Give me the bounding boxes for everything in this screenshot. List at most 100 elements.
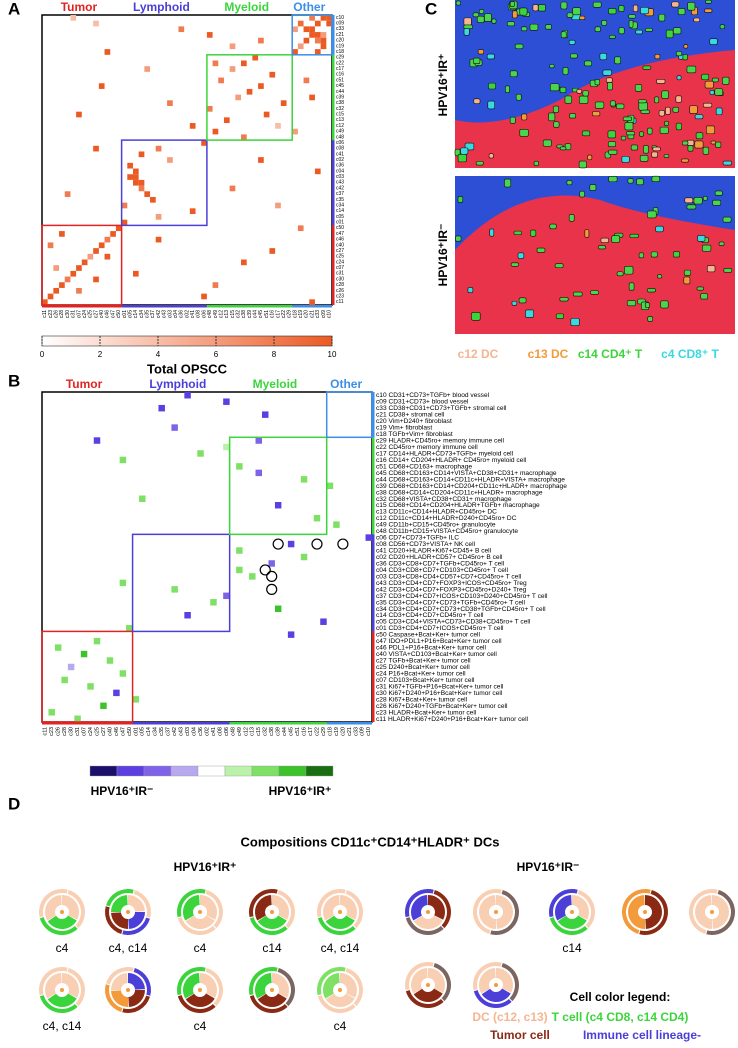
column-label: c17 bbox=[275, 310, 281, 318]
matrix-cell bbox=[297, 20, 304, 27]
donut-caption: c4 bbox=[56, 941, 69, 955]
cell-spot bbox=[651, 151, 658, 158]
matrix-cell bbox=[314, 32, 321, 38]
row-label: c51 bbox=[336, 78, 344, 84]
row-label: c24 bbox=[336, 260, 344, 266]
group-strip bbox=[132, 722, 230, 725]
column-label: c32 bbox=[263, 727, 269, 736]
cell-spot bbox=[594, 26, 601, 32]
cell-spot bbox=[639, 155, 649, 162]
cluster-label: CD20+HLADR+Ki67+CD45+ B cell bbox=[388, 547, 491, 554]
cluster-code: c48 bbox=[376, 528, 387, 535]
matrix-cell bbox=[241, 259, 247, 266]
donut-inner bbox=[182, 895, 200, 921]
donut-outer bbox=[501, 963, 520, 1002]
matrix-cell bbox=[87, 683, 94, 690]
cell-spot bbox=[697, 235, 706, 242]
cluster-label: IDO+PDL1+P16+Bcat+Ker+ tumor cell bbox=[388, 638, 502, 645]
column-label: c14 bbox=[146, 727, 152, 736]
cell-spot bbox=[673, 27, 682, 35]
cell-spot bbox=[625, 131, 636, 136]
group-strip bbox=[292, 305, 332, 308]
cluster-code: c32 bbox=[336, 106, 344, 112]
matrix-cell bbox=[197, 450, 204, 457]
cluster-code: c13 bbox=[376, 508, 387, 515]
matrix-cell bbox=[126, 624, 133, 632]
cell-spot bbox=[478, 9, 485, 14]
cluster-code: c28 bbox=[336, 282, 344, 288]
row-label: c11 HLADR+Ki67+D240+P16+Bcat+Ker+ tumor … bbox=[376, 716, 529, 723]
cell-spot bbox=[636, 178, 644, 186]
cluster-code: c26 bbox=[336, 288, 344, 294]
cell-spot bbox=[521, 26, 528, 32]
matrix-cell bbox=[320, 618, 327, 625]
donut-inner bbox=[128, 895, 145, 912]
matrix-cell bbox=[47, 242, 54, 249]
donut-inner bbox=[645, 895, 662, 929]
cell-spot bbox=[706, 265, 716, 273]
matrix-cell bbox=[287, 540, 295, 548]
matrix-cell bbox=[53, 265, 60, 271]
donut-inner bbox=[185, 993, 215, 1007]
cell-spot bbox=[510, 262, 519, 267]
cluster-code: c04 bbox=[336, 169, 344, 175]
matrix-cell bbox=[64, 276, 71, 283]
cell-spot bbox=[683, 276, 691, 285]
donut-inner bbox=[323, 973, 340, 999]
cell-spot bbox=[530, 229, 537, 237]
cell-spot bbox=[514, 43, 524, 49]
matrix-cell bbox=[300, 476, 308, 483]
matrix-cell bbox=[292, 49, 298, 55]
row-label: c48 bbox=[336, 135, 344, 141]
cluster-code: c38 bbox=[336, 100, 344, 106]
column-label: c40 bbox=[99, 310, 105, 318]
cell-spot bbox=[554, 263, 564, 268]
cluster-code: c25 bbox=[376, 664, 387, 671]
matrix-cell bbox=[155, 236, 162, 243]
group-strip bbox=[372, 534, 375, 632]
cell-spot bbox=[570, 318, 580, 326]
matrix-cell bbox=[119, 670, 127, 677]
row-label: c43 CD3+CD4+CD7+FOXP3+ICOS+CD45ro+ Treg bbox=[376, 580, 527, 587]
cell-spot bbox=[634, 84, 643, 92]
cell-spot bbox=[703, 102, 713, 108]
colorbar bbox=[41, 335, 333, 347]
cell-spot bbox=[562, 67, 569, 75]
cell-spot bbox=[723, 268, 733, 273]
donut-caption: c4, c14 bbox=[109, 941, 148, 955]
donut-outer bbox=[104, 906, 123, 934]
column-label: c51 bbox=[264, 310, 270, 318]
donut-outer bbox=[622, 889, 651, 934]
cell-spot bbox=[654, 96, 660, 104]
cell-spot bbox=[681, 158, 689, 163]
column-label: c10 bbox=[366, 727, 372, 736]
donut-outer bbox=[104, 984, 123, 1012]
donut-outer bbox=[177, 967, 206, 996]
column-label: c46 bbox=[114, 727, 120, 736]
legend-swatch bbox=[251, 765, 280, 777]
cluster-label: CD68+CD163+CD14+CD11c+HLADR+VISTA+ macro… bbox=[388, 476, 565, 483]
donut-center bbox=[338, 988, 342, 992]
matrix-cell bbox=[93, 248, 99, 254]
matrix-cell bbox=[292, 128, 298, 135]
group-title: Myeloid bbox=[253, 377, 298, 391]
highlight-circle bbox=[259, 564, 271, 576]
column-label: c49 bbox=[237, 727, 243, 736]
column-label: c31 bbox=[75, 727, 81, 736]
cluster-code: c47 bbox=[336, 231, 344, 237]
cell-spot bbox=[616, 271, 624, 277]
cluster-code: c18 bbox=[376, 431, 387, 438]
matrix-cell bbox=[54, 644, 62, 651]
donut-inner bbox=[128, 990, 145, 1007]
donut-outer bbox=[205, 968, 224, 1007]
cell-spot bbox=[559, 86, 567, 93]
donut-outer bbox=[345, 968, 364, 1007]
row-label: c40 VISTA+CD103+Bcat+Ker+ tumor cell bbox=[376, 651, 497, 658]
row-label: c47 IDO+PDL1+P16+Bcat+Ker+ tumor cell bbox=[376, 638, 502, 645]
row-label: c02 bbox=[336, 157, 344, 163]
cell-spot bbox=[639, 131, 644, 137]
cluster-label: CD3+CD8+CD7+CD103+CD45ro+ T cell bbox=[388, 567, 508, 574]
cell-spot bbox=[476, 15, 485, 23]
column-label: c35 bbox=[159, 727, 165, 736]
donut-inner bbox=[47, 993, 77, 1007]
